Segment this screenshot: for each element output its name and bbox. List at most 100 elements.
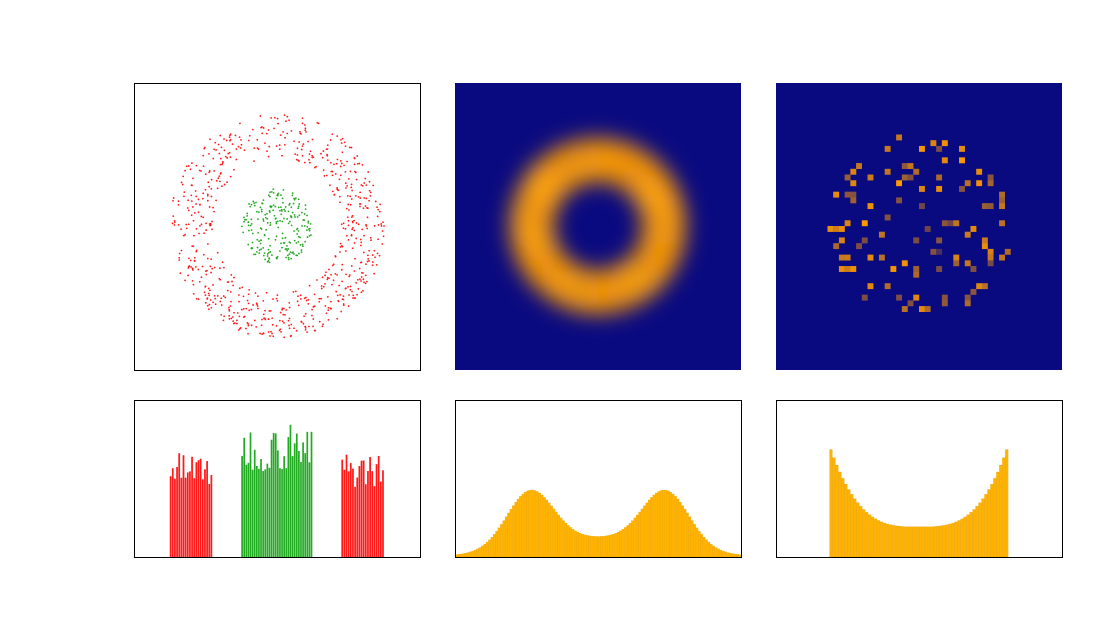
kde-marginal-frame [455, 400, 742, 558]
outer-ring-point [223, 266, 225, 269]
outer-ring-point [202, 165, 205, 167]
outer-ring-point [182, 234, 185, 237]
outer-ring-point [364, 205, 367, 207]
outer-ring-point [276, 294, 279, 297]
outer-ring-point [316, 279, 318, 281]
inner-cluster-point [247, 243, 250, 246]
inner-cluster-point [251, 241, 254, 244]
outer-ring-point [202, 154, 205, 157]
inner-cluster-point [279, 209, 281, 212]
density-cell [970, 288, 977, 295]
outer-ring-point [207, 181, 210, 184]
inner-class-bar [310, 431, 313, 557]
outer-ring-point [235, 148, 238, 150]
kde-marginal-bar [559, 517, 563, 558]
outer-ring-point [301, 145, 304, 148]
outer-ring-point [205, 273, 208, 276]
density-cell [907, 174, 914, 181]
outer-ring-point [293, 140, 295, 143]
density-cell [844, 266, 851, 272]
inner-cluster-point [271, 254, 273, 257]
inner-cluster-point [256, 251, 258, 253]
outer-ring-point [336, 294, 339, 297]
kde-marginal-bar [712, 545, 715, 558]
kde-marginal-bar [526, 490, 529, 558]
outer-ring-point [210, 306, 213, 309]
outer-ring-point [207, 287, 210, 290]
inner-cluster-point [264, 258, 267, 261]
outer-ring-point [327, 309, 330, 312]
outer-ring-point [269, 309, 272, 312]
outer-ring-point [184, 233, 187, 236]
inner-cluster-point [306, 236, 309, 238]
inner-cluster-point [297, 205, 300, 208]
outer-ring-point [203, 291, 206, 294]
outer-ring-point [349, 288, 352, 291]
kde-marginal-bar [728, 552, 732, 558]
outer-ring-point [247, 293, 250, 296]
density-cell [987, 260, 994, 267]
outer-ring-point [260, 324, 263, 327]
density-cell [838, 254, 845, 261]
density-cell [913, 294, 920, 301]
inner-cluster-point [301, 243, 304, 246]
outer-class-bar [345, 454, 348, 557]
outer-ring-point [338, 178, 341, 181]
outer-ring-point [283, 144, 286, 146]
outer-ring-point [271, 323, 274, 326]
outer-ring-point [236, 322, 238, 325]
kde-marginal-bar [524, 492, 527, 558]
outer-ring-point [364, 177, 367, 180]
kde-marginal-bar [705, 539, 708, 558]
kde-marginal-bar [700, 534, 703, 558]
kde-marginal-bar [676, 498, 680, 558]
inner-cluster-point [276, 255, 279, 258]
outer-ring-point [212, 301, 214, 304]
u-histogram-bar [957, 520, 961, 558]
inner-cluster-point [270, 205, 273, 208]
outer-ring-point [265, 291, 268, 294]
kde-marginal-bar [516, 498, 520, 558]
outer-ring-point [373, 272, 375, 275]
outer-class-bar [364, 484, 367, 557]
outer-ring-point [256, 305, 259, 307]
outer-ring-point [348, 146, 351, 149]
outer-ring-point [347, 177, 350, 180]
outer-ring-point [343, 141, 346, 144]
outer-ring-point [370, 239, 372, 242]
outer-ring-point [302, 322, 305, 325]
kde-marginal-bar [678, 502, 682, 558]
density-cell [884, 145, 891, 152]
inner-cluster-point [274, 238, 277, 241]
outer-class-bar [358, 466, 361, 557]
outer-ring-point [301, 117, 304, 120]
outer-ring-point [295, 158, 298, 161]
outer-ring-point [340, 162, 343, 165]
inner-cluster-point [258, 252, 261, 255]
kde-marginal-bar [645, 502, 649, 558]
outer-ring-point [229, 156, 232, 159]
inner-cluster-point [276, 194, 279, 197]
outer-ring-point [283, 322, 285, 324]
outer-ring-point [256, 138, 259, 141]
density-cell [833, 226, 840, 232]
kde-marginal-bar [714, 547, 718, 558]
inner-cluster-point [261, 202, 263, 205]
inner-cluster-point [281, 232, 284, 235]
outer-ring-point [193, 260, 196, 263]
outer-ring-point [351, 214, 354, 217]
outer-ring-point [327, 318, 330, 321]
outer-ring-point [219, 278, 222, 281]
u-histogram-bar [918, 526, 922, 558]
density-cell [924, 306, 931, 312]
outer-ring-point [312, 318, 315, 320]
inner-cluster-point [307, 221, 310, 224]
kde-marginal-bar [576, 531, 580, 558]
outer-ring-point [302, 143, 305, 145]
outer-ring-point [378, 254, 381, 257]
density-cell [884, 283, 891, 290]
outer-ring-point [383, 225, 385, 227]
outer-ring-point [362, 278, 365, 281]
kde-ring-texture [519, 192, 535, 208]
inner-cluster-point [252, 200, 255, 203]
